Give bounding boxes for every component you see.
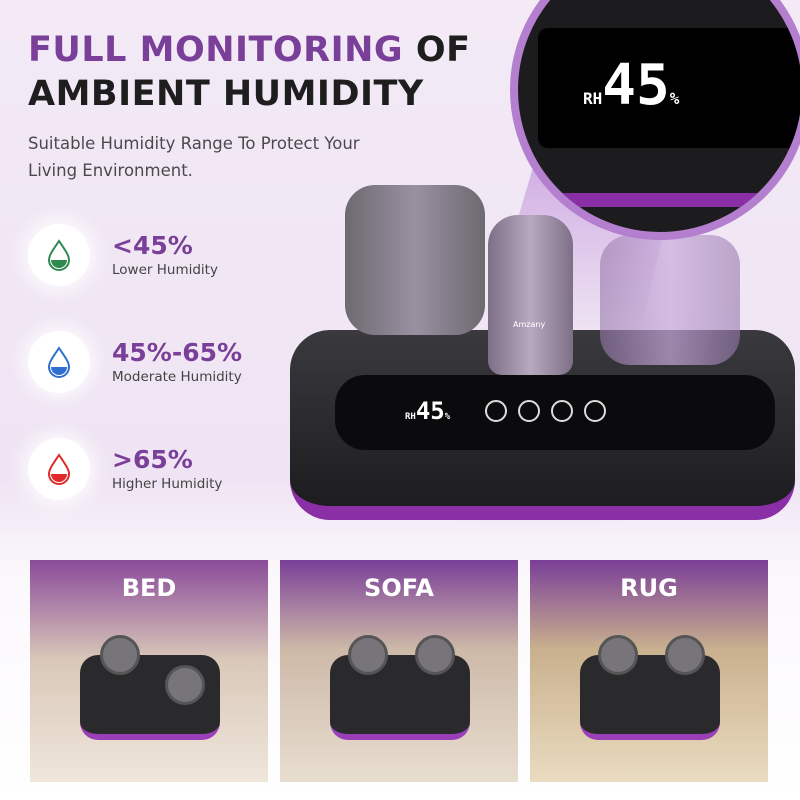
humidity-level-moderate: 45%-65% Moderate Humidity: [28, 331, 242, 393]
range-label: Moderate Humidity: [112, 369, 242, 385]
dust-cup-right: [600, 235, 740, 365]
brand-logo: Amzany: [513, 320, 546, 329]
device-handle: Amzany: [488, 215, 573, 375]
display-magnifier: RH45%: [510, 0, 800, 240]
scene-label: RUG: [620, 574, 678, 602]
scene-label: SOFA: [364, 574, 434, 602]
range-value: <45%: [112, 231, 193, 260]
scene-bed: BED: [30, 560, 268, 782]
dust-cup-left: [345, 185, 485, 335]
water-drop-icon: [28, 331, 90, 393]
range-value: >65%: [112, 445, 193, 474]
mode-button[interactable]: [518, 400, 540, 422]
magnified-readout: RH45%: [583, 53, 680, 118]
water-drop-icon: [28, 438, 90, 500]
scene-sofa: SOFA: [280, 560, 518, 782]
scene-rug: RUG: [530, 560, 768, 782]
humidity-readout: RH45%: [405, 397, 451, 425]
headline-rest: OF: [415, 30, 471, 70]
range-label: Lower Humidity: [112, 262, 218, 278]
range-label: Higher Humidity: [112, 476, 223, 492]
water-drop-icon: [28, 224, 90, 286]
subtitle: Suitable Humidity Range To Protect Your …: [28, 130, 360, 184]
headline-line2: AMBIENT HUMIDITY: [28, 74, 424, 114]
headline-highlight: FULL MONITORING: [28, 30, 404, 70]
uv-button[interactable]: [551, 400, 573, 422]
headline: FULL MONITORING OF AMBIENT HUMIDITY: [28, 28, 471, 116]
range-value: 45%-65%: [112, 338, 243, 367]
heat-button[interactable]: [584, 400, 606, 422]
fan-button[interactable]: [485, 400, 507, 422]
subtitle-line2: Living Environment.: [28, 161, 193, 180]
device-display-panel: RH45%: [335, 375, 775, 450]
humidity-level-low: <45% Lower Humidity: [28, 224, 218, 286]
subtitle-line1: Suitable Humidity Range To Protect Your: [28, 134, 360, 153]
scene-label: BED: [121, 574, 177, 602]
humidity-level-high: >65% Higher Humidity: [28, 438, 222, 500]
